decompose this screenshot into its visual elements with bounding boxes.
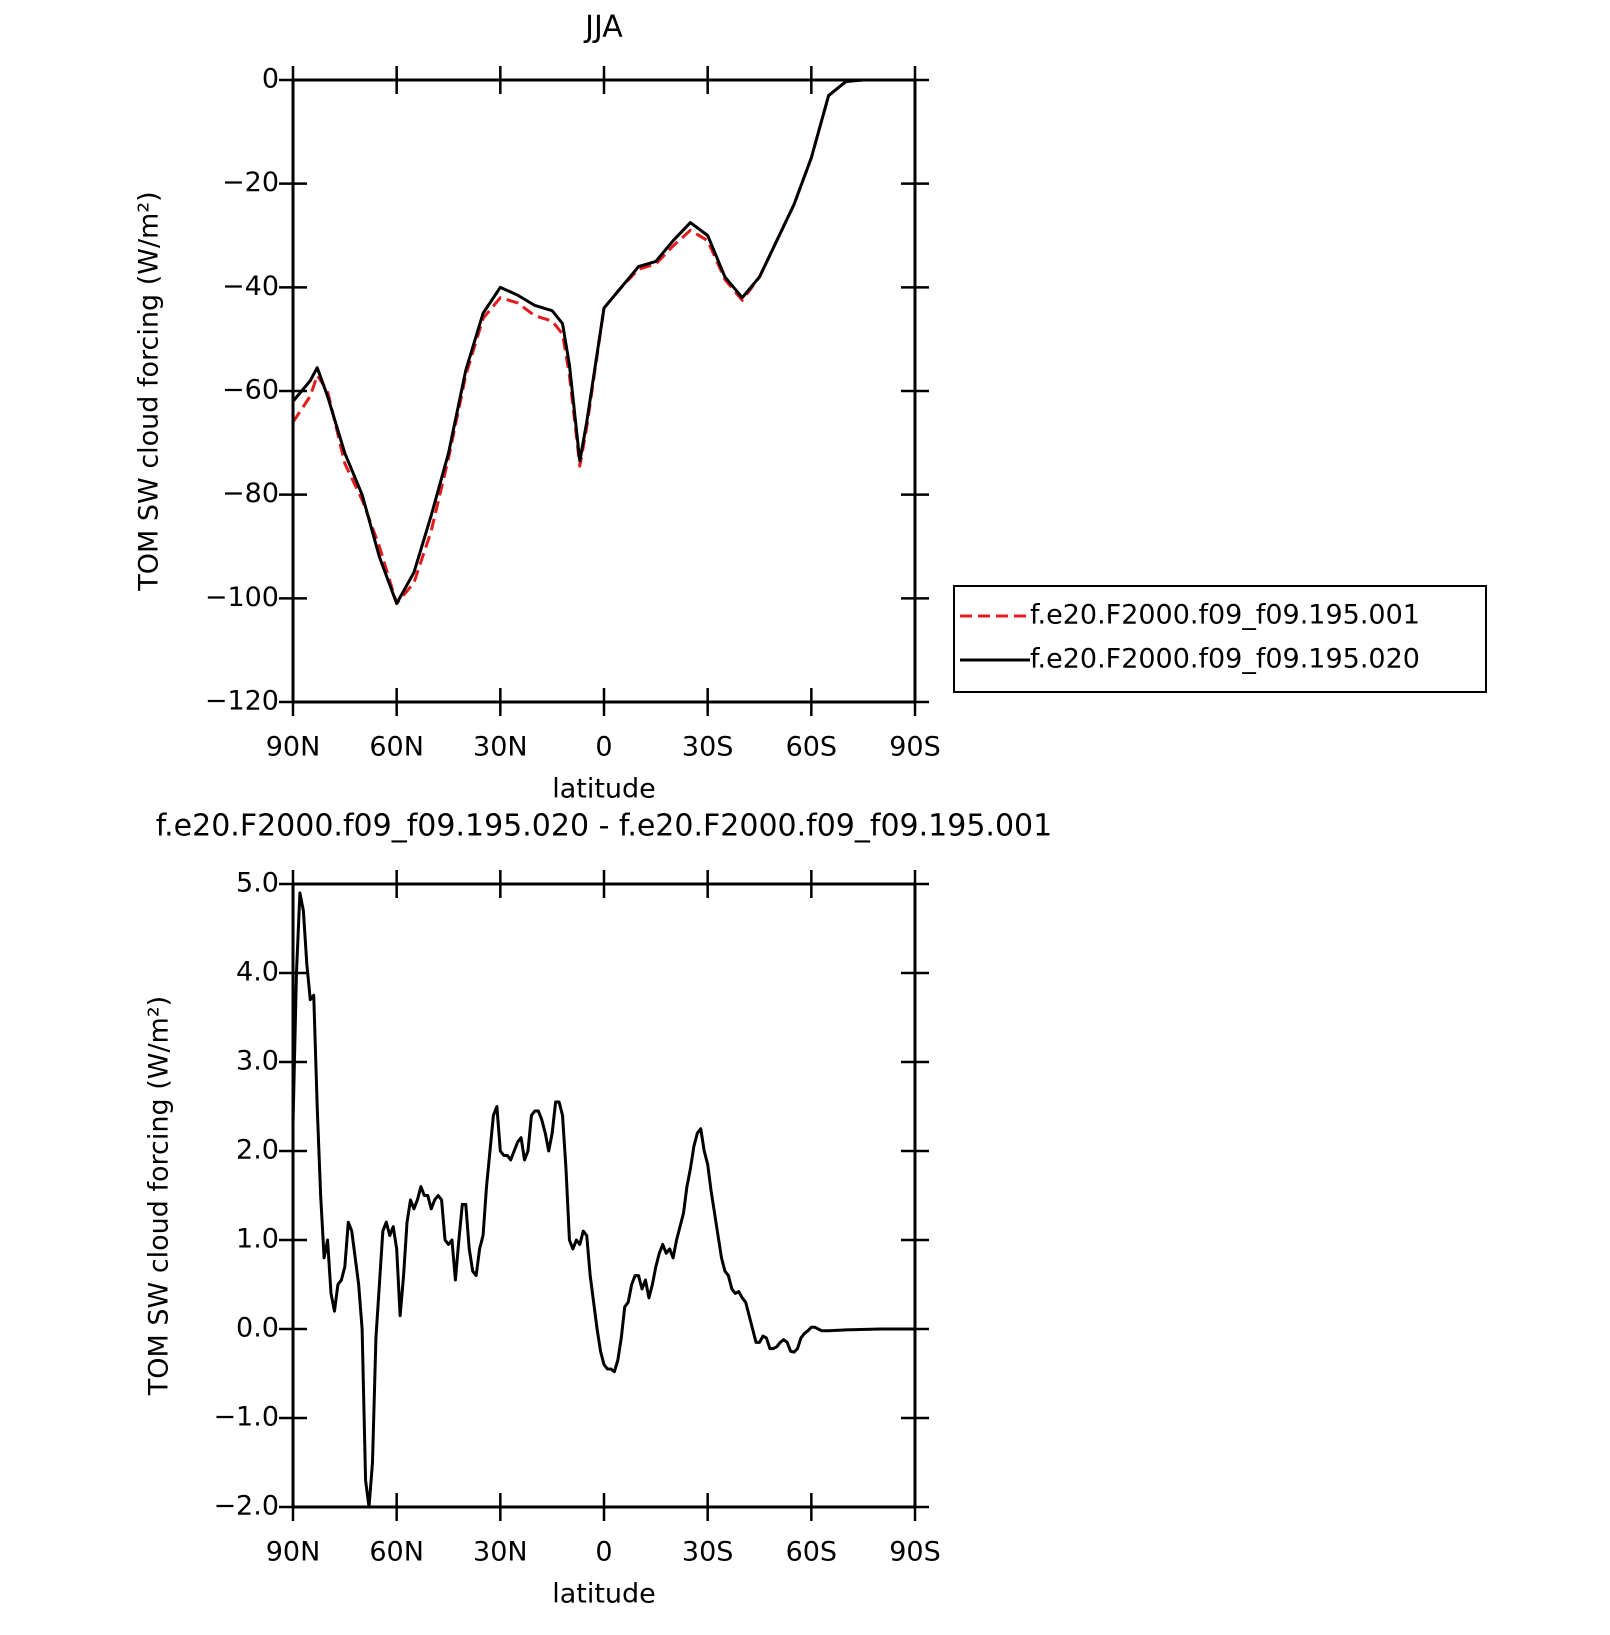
y-tick-label: 4.0 xyxy=(236,957,279,988)
chart-title: JJA xyxy=(583,10,623,45)
x-tick-label: 90S xyxy=(889,1537,941,1568)
y-tick-label: −2.0 xyxy=(213,1491,279,1522)
series-line xyxy=(291,78,915,606)
chart-title: f.e20.F2000.f09_f09.195.020 - f.e20.F200… xyxy=(156,809,1052,844)
y-tick-label: 0.0 xyxy=(236,1313,279,1344)
series-line xyxy=(291,891,915,1509)
x-tick-label: 30N xyxy=(473,1537,528,1568)
legend-box xyxy=(953,585,1487,693)
y-axis-label: TOM SW cloud forcing (W/m²) xyxy=(134,191,165,591)
x-tick-label: 60N xyxy=(369,732,424,763)
y-tick-label: 1.0 xyxy=(236,1224,279,1255)
y-tick-label: −20 xyxy=(222,167,279,198)
x-tick-label: 90N xyxy=(266,1537,321,1568)
legend-label: f.e20.F2000.f09_f09.195.020 xyxy=(1030,644,1420,675)
y-tick-label: −40 xyxy=(222,271,279,302)
x-tick-label: 60S xyxy=(786,732,838,763)
x-axis-label: latitude xyxy=(552,1579,656,1610)
y-tick-label: −1.0 xyxy=(213,1402,279,1433)
x-tick-label: 30S xyxy=(682,1537,734,1568)
x-tick-label: 0 xyxy=(595,732,612,763)
plot-frame xyxy=(291,78,917,704)
x-tick-label: 60N xyxy=(369,1537,424,1568)
y-tick-label: 5.0 xyxy=(236,868,279,899)
legend-label: f.e20.F2000.f09_f09.195.001 xyxy=(1030,600,1420,631)
y-tick-label: 0 xyxy=(262,64,279,95)
y-tick-label: −80 xyxy=(222,478,279,509)
x-axis-label: latitude xyxy=(552,774,656,805)
y-axis-label: TOM SW cloud forcing (W/m²) xyxy=(144,996,175,1396)
x-tick-label: 90N xyxy=(266,732,321,763)
x-tick-label: 90S xyxy=(889,732,941,763)
x-tick-label: 30N xyxy=(473,732,528,763)
x-tick-label: 60S xyxy=(786,1537,838,1568)
x-tick-label: 0 xyxy=(595,1537,612,1568)
y-tick-label: −100 xyxy=(205,582,279,613)
y-tick-label: −60 xyxy=(222,375,279,406)
plot-frame xyxy=(291,882,917,1509)
x-tick-label: 30S xyxy=(682,732,734,763)
y-tick-label: 2.0 xyxy=(236,1135,279,1166)
series-line xyxy=(291,78,915,606)
y-tick-label: −120 xyxy=(205,686,279,717)
y-tick-label: 3.0 xyxy=(236,1046,279,1077)
